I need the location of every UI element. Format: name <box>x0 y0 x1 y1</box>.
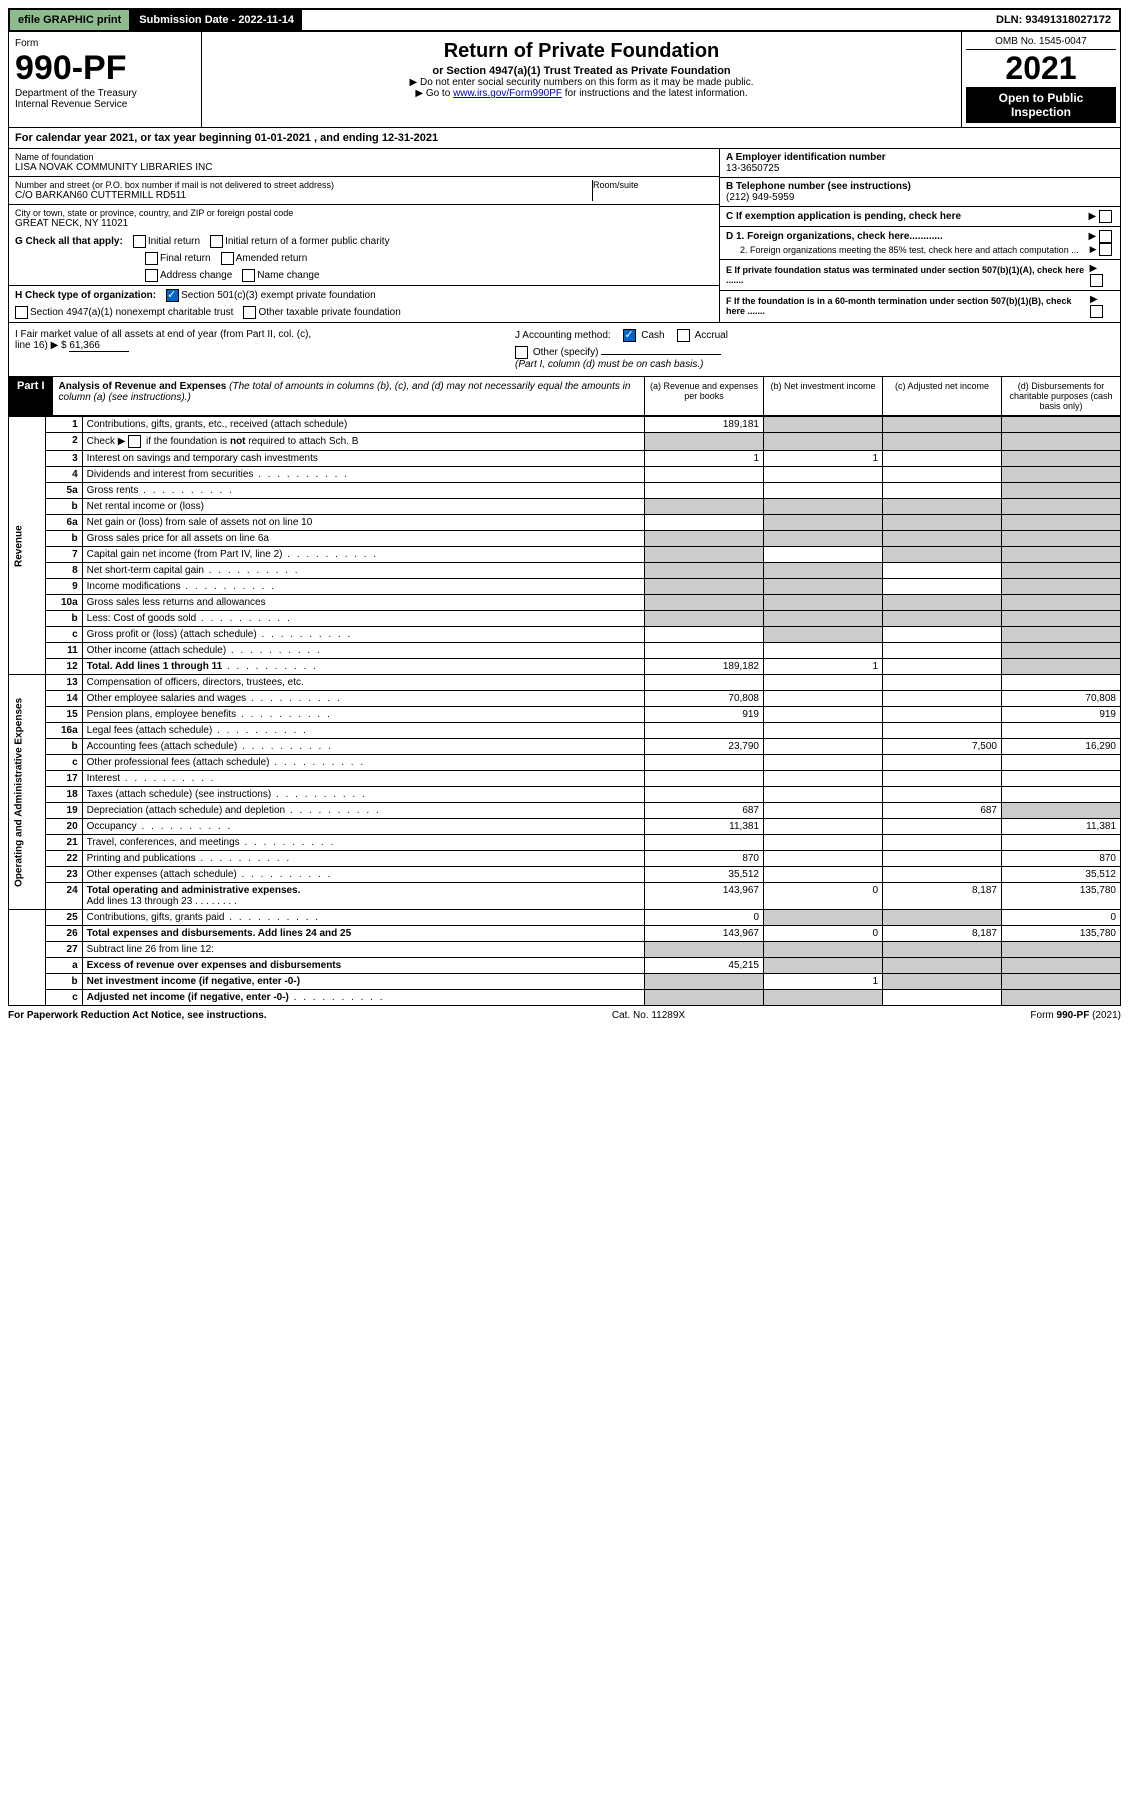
irs-link[interactable]: www.irs.gov/Form990PF <box>453 88 562 99</box>
address: C/O BARKAN60 CUTTERMILL RD511 <box>15 190 592 201</box>
other-specify-checkbox[interactable] <box>515 346 528 359</box>
phone: (212) 949-5959 <box>726 192 1114 203</box>
initial-former-checkbox[interactable] <box>210 235 223 248</box>
section-ij: I Fair market value of all assets at end… <box>8 323 1121 377</box>
form-label: Form <box>15 38 195 49</box>
final-return-checkbox[interactable] <box>145 252 158 265</box>
form-ref: Form 990-PF (2021) <box>1030 1010 1121 1021</box>
cash-checkbox[interactable] <box>623 329 636 342</box>
room-label: Room/suite <box>593 180 713 190</box>
part1-badge: Part I <box>9 377 53 415</box>
section-e-checkbox[interactable] <box>1090 274 1103 287</box>
form-header: Form 990-PF Department of the Treasury I… <box>8 32 1121 128</box>
sch-b-checkbox[interactable] <box>128 435 141 448</box>
ssn-note: ▶ Do not enter social security numbers o… <box>208 77 955 88</box>
dept-treasury: Department of the Treasury <box>15 88 195 99</box>
ein-label: A Employer identification number <box>726 152 1114 163</box>
city-label: City or town, state or province, country… <box>15 208 713 218</box>
open-public-badge: Open to Public Inspection <box>966 87 1116 123</box>
name-change-checkbox[interactable] <box>242 269 255 282</box>
top-bar: efile GRAPHIC print Submission Date - 20… <box>8 8 1121 32</box>
revenue-side-label: Revenue <box>9 417 46 675</box>
foundation-name-label: Name of foundation <box>15 152 713 162</box>
form-number: 990-PF <box>15 49 195 88</box>
section-c-checkbox[interactable] <box>1099 210 1112 223</box>
city: GREAT NECK, NY 11021 <box>15 218 713 229</box>
form-title: Return of Private Foundation <box>208 40 955 63</box>
address-change-checkbox[interactable] <box>145 269 158 282</box>
amended-return-checkbox[interactable] <box>221 252 234 265</box>
col-d-header: (d) Disbursements for charitable purpose… <box>1001 377 1120 415</box>
foundation-name: LISA NOVAK COMMUNITY LIBRARIES INC <box>15 162 713 173</box>
cat-no: Cat. No. 11289X <box>612 1010 685 1021</box>
col-a-header: (a) Revenue and expenses per books <box>644 377 763 415</box>
section-f-checkbox[interactable] <box>1090 305 1103 318</box>
col-c-header: (c) Adjusted net income <box>882 377 1001 415</box>
section-501c3-checkbox[interactable] <box>166 289 179 302</box>
d2-label: 2. Foreign organizations meeting the 85%… <box>726 245 1079 255</box>
expenses-side-label: Operating and Administrative Expenses <box>9 675 46 910</box>
part1-header: Part I Analysis of Revenue and Expenses … <box>8 377 1121 416</box>
section-e-label: E If private foundation status was termi… <box>726 265 1090 285</box>
initial-return-checkbox[interactable] <box>133 235 146 248</box>
section-f-label: F If the foundation is in a 60-month ter… <box>726 296 1090 316</box>
info-section: Name of foundation LISA NOVAK COMMUNITY … <box>8 149 1121 323</box>
accrual-checkbox[interactable] <box>677 329 690 342</box>
section-c-label: C If exemption application is pending, c… <box>726 211 961 222</box>
dln: DLN: 93491318027172 <box>988 10 1119 30</box>
efile-print-button[interactable]: efile GRAPHIC print <box>10 10 131 30</box>
part1-table: Revenue 1Contributions, gifts, grants, e… <box>8 416 1121 1006</box>
section-4947-checkbox[interactable] <box>15 306 28 319</box>
tax-year: 2021 <box>966 50 1116 87</box>
d2-checkbox[interactable] <box>1099 243 1112 256</box>
ein: 13-3650725 <box>726 163 1114 174</box>
calendar-year-row: For calendar year 2021, or tax year begi… <box>8 128 1121 149</box>
section-g: G Check all that apply: Initial return I… <box>15 235 713 248</box>
section-h: H Check type of organization: Section 50… <box>15 289 713 302</box>
form-subtitle: or Section 4947(a)(1) Trust Treated as P… <box>208 65 955 77</box>
page-footer: For Paperwork Reduction Act Notice, see … <box>8 1010 1121 1021</box>
fmv-value: 61,366 <box>69 340 129 352</box>
goto-note: ▶ Go to www.irs.gov/Form990PF for instru… <box>208 88 955 99</box>
other-taxable-checkbox[interactable] <box>243 306 256 319</box>
col-b-header: (b) Net investment income <box>763 377 882 415</box>
paperwork-notice: For Paperwork Reduction Act Notice, see … <box>8 1010 267 1021</box>
cash-basis-note: (Part I, column (d) must be on cash basi… <box>515 359 1114 370</box>
d1-label: D 1. Foreign organizations, check here..… <box>726 231 943 242</box>
irs-label: Internal Revenue Service <box>15 99 195 110</box>
d1-checkbox[interactable] <box>1099 230 1112 243</box>
omb-number: OMB No. 1545-0047 <box>966 36 1116 50</box>
submission-date: Submission Date - 2022-11-14 <box>131 10 302 30</box>
address-label: Number and street (or P.O. box number if… <box>15 180 592 190</box>
phone-label: B Telephone number (see instructions) <box>726 181 1114 192</box>
